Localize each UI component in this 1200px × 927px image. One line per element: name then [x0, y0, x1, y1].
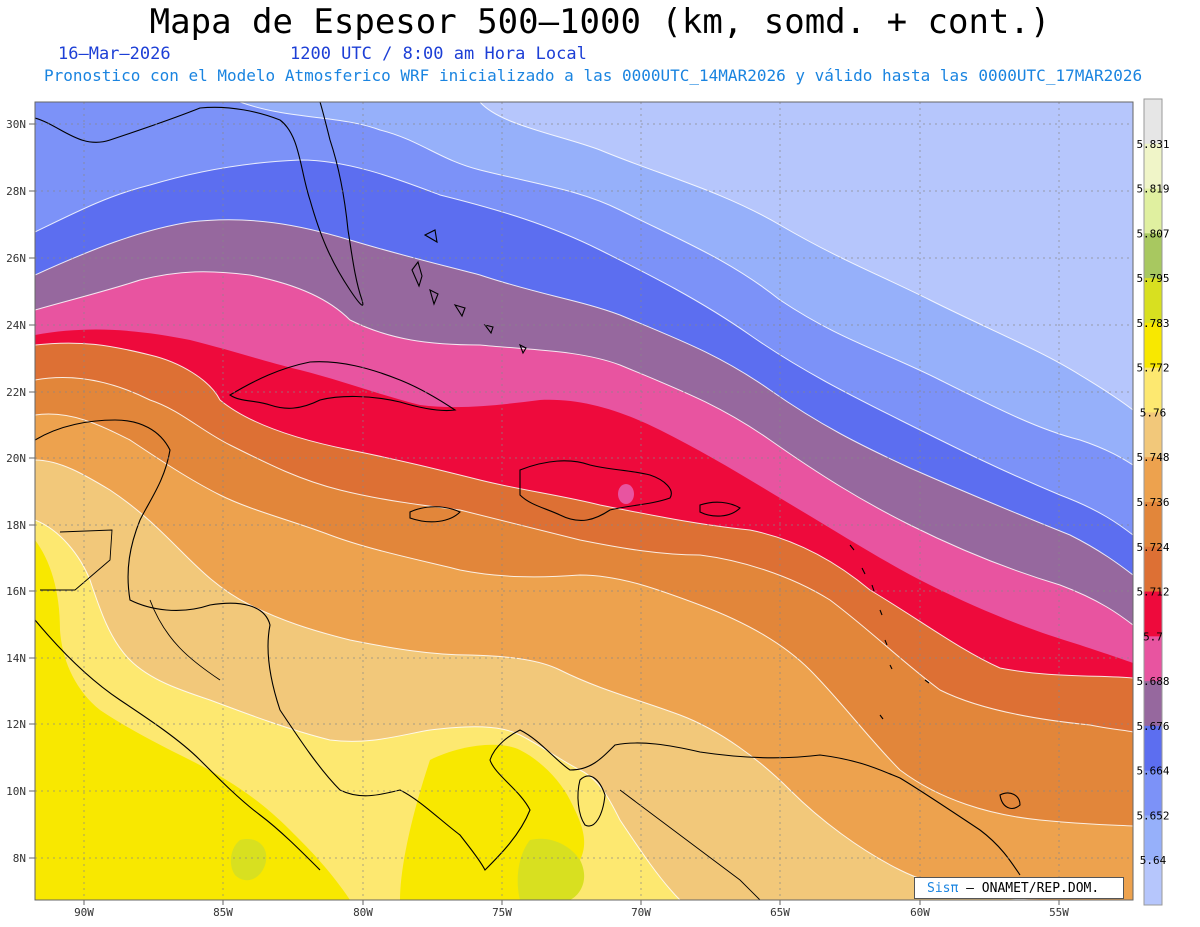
coast-puerto-rico	[699, 501, 741, 517]
colorbar-swatch	[1144, 188, 1162, 234]
lat-tick-label: 18N	[6, 519, 26, 532]
colorbar-level-label: 5.724	[1136, 541, 1169, 554]
band-5795-west	[230, 839, 267, 881]
colorbar-swatch	[1144, 143, 1162, 190]
colorbar-swatch	[1144, 681, 1162, 727]
colorbar-swatch	[1144, 815, 1162, 861]
lon-tick-label: 60W	[910, 906, 930, 919]
colorbar-level-label: 5.76	[1140, 406, 1167, 419]
colorbar-swatch	[1144, 770, 1162, 816]
colorbar-level-label: 5.831	[1136, 138, 1169, 151]
colorbar-swatch	[1144, 233, 1162, 279]
coast-hispaniola	[519, 460, 672, 521]
border-mexico-guatemala	[40, 529, 113, 591]
lon-tick-label: 75W	[492, 906, 512, 919]
colorbar-level-label: 5.664	[1136, 765, 1169, 778]
lon-tick-label: 55W	[1049, 906, 1069, 919]
forecast-note: Pronostico con el Modelo Atmosferico WRF…	[44, 66, 1143, 85]
colorbar-swatch	[1144, 99, 1162, 145]
colorbar-level-label: 5.783	[1136, 317, 1169, 330]
colorbar: 5.831 5.819 5.807 5.795 5.783 5.772 5.76 5.748 5…	[1136, 98, 1170, 906]
colorbar-level-label: 5.652	[1136, 809, 1169, 822]
colorbar-level-label: 5.819	[1136, 183, 1169, 196]
lon-tick-label: 65W	[770, 906, 790, 919]
colorbar-level-label: 5.7	[1143, 630, 1163, 643]
lat-tick-label: 22N	[6, 386, 26, 399]
credit-box: Sisπ – ONAMET/REP.DOM.	[914, 877, 1124, 899]
coast-pacific	[35, 619, 321, 871]
forecast-time: 1200 UTC / 8:00 am Hora Local	[290, 44, 587, 64]
lon-tick-label: 85W	[213, 906, 233, 919]
band-5795	[517, 838, 585, 900]
lat-tick-label: 26N	[6, 252, 26, 265]
lat-tick-label: 28N	[6, 185, 26, 198]
lat-tick-label: 16N	[6, 585, 26, 598]
colorbar-swatch	[1144, 725, 1162, 772]
colorbar-level-label: 5.64	[1140, 854, 1167, 867]
lat-tick-label: 20N	[6, 452, 26, 465]
lon-tick-label: 70W	[631, 906, 651, 919]
colorbar-frame	[1143, 98, 1163, 906]
coast-central-south-america	[35, 419, 1021, 876]
band-5700-hispaniola	[618, 484, 634, 504]
colorbar-level-label: 5.748	[1136, 451, 1169, 464]
coast-jamaica	[409, 506, 461, 523]
credit-brand: Sisπ	[927, 881, 959, 896]
contour-lines	[35, 102, 1133, 900]
coastlines	[35, 102, 1021, 900]
map-title: Mapa de Espesor 500–1000 (km, somd. + co…	[149, 2, 1051, 42]
colorbar-level-label: 5.736	[1136, 496, 1169, 509]
colorbar-swatch	[1144, 860, 1162, 906]
colorbar-level-label: 5.795	[1136, 272, 1169, 285]
lon-tick-label: 80W	[353, 906, 373, 919]
colorbar-swatch	[1144, 591, 1162, 637]
forecast-date: 16–Mar–2026	[58, 44, 171, 64]
map-frame	[34, 101, 1134, 901]
lat-tick-label: 10N	[6, 785, 26, 798]
graticule	[35, 102, 1133, 900]
credit-text: – ONAMET/REP.DOM.	[966, 881, 1100, 896]
lon-tick-label: 90W	[74, 906, 94, 919]
colorbar-swatch	[1144, 412, 1162, 458]
colorbar-swatch	[1144, 636, 1162, 682]
coast-florida	[35, 102, 364, 306]
border-colombia-venezuela	[619, 789, 761, 900]
colorbar-swatch	[1144, 546, 1162, 593]
coast-maracaibo	[577, 775, 606, 827]
coast-bahamas	[411, 229, 527, 355]
colorbar-level-label: 5.712	[1136, 586, 1169, 599]
band-5783	[35, 540, 350, 900]
colorbar-swatch	[1144, 502, 1162, 548]
colorbar-swatch	[1144, 322, 1162, 369]
lat-tick-label: 30N	[6, 118, 26, 131]
colorbar-level-label: 5.807	[1136, 227, 1169, 240]
lat-tick-label: 12N	[6, 718, 26, 731]
coast-lesser-antilles	[849, 544, 930, 720]
lat-tick-label: 8N	[13, 852, 26, 865]
colorbar-swatch	[1144, 457, 1162, 503]
colorbar-swatch	[1144, 367, 1162, 413]
coast-cuba	[228, 361, 457, 412]
coast-trinidad	[999, 792, 1021, 809]
colorbar-level-label: 5.688	[1136, 675, 1169, 688]
lon-tick-labels: 90W 85W 80W 75W 70W 65W 60W 55W	[74, 900, 1069, 919]
border-central-america	[149, 599, 221, 681]
colorbar-swatch	[1144, 278, 1162, 324]
colorbar-level-label: 5.772	[1136, 362, 1169, 375]
lat-tick-labels: 30N 28N 26N 24N 22N 20N 18N 16N 14N 12N …	[6, 118, 35, 865]
colorbar-level-label: 5.676	[1136, 720, 1169, 733]
lat-tick-label: 14N	[6, 652, 26, 665]
lat-tick-label: 24N	[6, 319, 26, 332]
